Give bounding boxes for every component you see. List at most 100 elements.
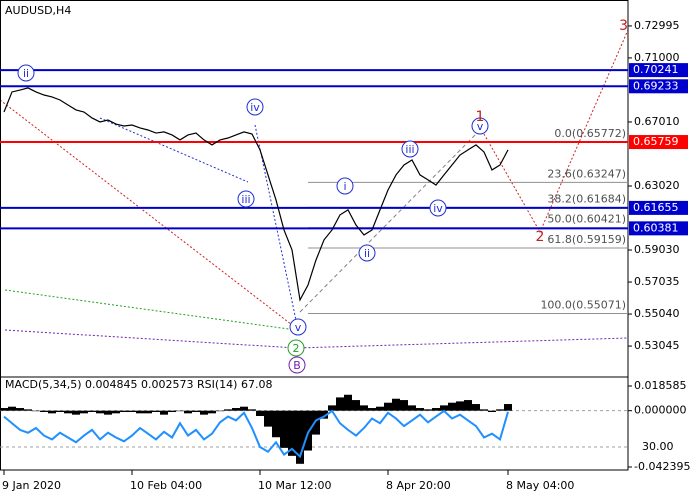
macd-bar: [168, 410, 176, 413]
macd-bar: [120, 410, 128, 413]
macd-bar: [136, 410, 144, 414]
macd-bar: [312, 410, 320, 435]
wave-label: iv: [433, 202, 443, 215]
macd-bar: [392, 398, 400, 411]
macd-bar: [456, 401, 464, 411]
level-box: [629, 221, 688, 236]
macd-bar: [56, 410, 64, 413]
macd-bar: [40, 410, 48, 413]
macd-bar: [88, 410, 96, 413]
y-tick-label: -0.042395: [634, 460, 690, 473]
x-tick-label: 10 Feb 04:00: [130, 479, 202, 492]
macd-bar: [256, 410, 264, 416]
level-label: 0.70241: [633, 63, 679, 76]
y-tick-label: 0.59030: [634, 243, 680, 256]
macd-bar: [192, 410, 200, 413]
macd-bar: [216, 410, 224, 412]
wave-label: iii: [241, 193, 250, 206]
macd-bar: [472, 404, 480, 411]
macd-bar: [232, 408, 240, 411]
macd-bar: [112, 410, 120, 414]
fib-label: 61.8(0.59159): [547, 233, 626, 246]
wave-line: [99, 117, 249, 183]
channel-line: [299, 129, 481, 313]
macd-bar: [288, 410, 296, 456]
wave-circle: [289, 318, 307, 336]
wave-label: B: [293, 359, 301, 372]
macd-bar: [64, 410, 72, 414]
macd-bar: [128, 410, 136, 413]
y-tick-label: 0.018585: [634, 379, 687, 392]
y-tick-label: 0.53045: [634, 339, 680, 352]
macd-bar: [176, 410, 184, 412]
x-tick-label: 9 Jan 2020: [2, 479, 61, 492]
y-tick-label: 0.67010: [634, 115, 680, 128]
macd-bar: [160, 410, 168, 415]
fib-label: 50.0(0.60421): [547, 213, 626, 226]
macd-bar: [304, 410, 312, 451]
drawings: [0, 29, 628, 349]
wave-label: 2: [293, 342, 300, 355]
macd-bar: [496, 409, 504, 411]
level-label: 0.60381: [633, 221, 679, 234]
rsi-line: [3, 409, 509, 459]
macd-bar: [352, 400, 360, 411]
macd-bar: [464, 400, 472, 411]
macd-bar: [240, 406, 248, 411]
wave-circle: [471, 117, 489, 135]
x-tick-label: 10 Mar 12:00: [258, 479, 331, 492]
wave-label: ii: [364, 247, 370, 260]
wave-label: 1: [476, 109, 485, 125]
y-tick-label: 0.57035: [634, 275, 680, 288]
macd-bar: [72, 410, 80, 415]
indicator-title: MACD(5,34,5) 0.004845 0.002573 RSI(14) 6…: [5, 378, 272, 391]
macd-bar: [8, 406, 16, 411]
macd-bar: [408, 405, 416, 411]
macd-bar: [424, 409, 432, 411]
x-tick-label: 8 Apr 20:00: [386, 479, 451, 492]
wave-circle: [237, 190, 255, 208]
wave-label: iv: [250, 101, 260, 114]
macd-bar: [440, 405, 448, 411]
macd-bar: [376, 406, 384, 411]
macd-bar: [328, 405, 336, 411]
price-line: [3, 87, 509, 302]
chart-title: AUDUSD,H4: [5, 4, 71, 17]
macd-bar: [448, 402, 456, 411]
macd-bar: [96, 410, 104, 414]
macd-bar: [104, 410, 112, 415]
macd-bar: [272, 410, 280, 438]
wave-label: ii: [23, 67, 29, 80]
plot-area: [0, 69, 628, 464]
fib-label: 38.2(0.61684): [547, 192, 626, 205]
wave-circle: [288, 356, 306, 374]
level-box: [629, 135, 688, 150]
level-label: 0.61655: [633, 201, 679, 214]
plot-frame: [0, 0, 629, 471]
wave-label: i: [343, 180, 346, 193]
level-box: [629, 63, 688, 78]
wave-circle: [287, 339, 305, 357]
macd-bar: [80, 410, 88, 414]
level-label: 0.69233: [633, 79, 679, 92]
macd-bar: [488, 410, 496, 413]
y-tick-label: 0.72995: [634, 19, 680, 32]
wave-circle: [246, 98, 264, 116]
macd-bar: [400, 400, 408, 411]
wave-label: 3: [619, 18, 628, 34]
level-label: 0.65759: [633, 135, 679, 148]
macd-bar: [320, 410, 328, 419]
wave-circle: [17, 64, 35, 82]
macd-bar: [344, 394, 352, 411]
projection-line: [479, 29, 628, 234]
wave-label: 2: [536, 229, 545, 245]
wave-circle: [429, 199, 447, 217]
macd-bar: [248, 409, 256, 411]
macd-bar: [368, 408, 376, 411]
fib-label: 100.0(0.55071): [540, 299, 626, 312]
macd-bar: [360, 405, 368, 411]
wave-label: iii: [405, 143, 414, 156]
wave-circle: [336, 177, 354, 195]
